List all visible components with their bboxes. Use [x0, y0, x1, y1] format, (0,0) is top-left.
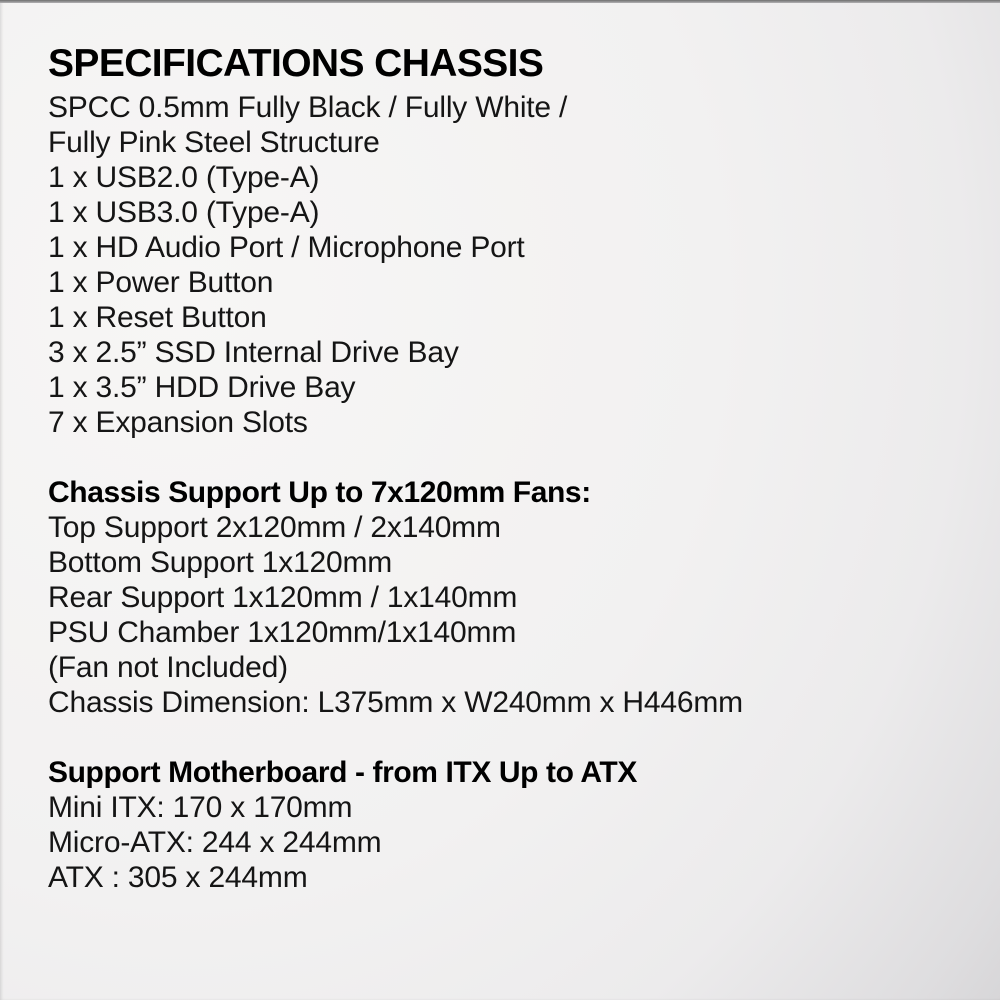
spec-line: SPCC 0.5mm Fully Black / Fully White / — [48, 91, 568, 124]
section-gap — [48, 720, 948, 755]
spec-line: Top Support 2x120mm / 2x140mm — [48, 511, 501, 544]
spec-line: Chassis Dimension: L375mm x W240mm x H44… — [48, 686, 743, 719]
spec-content: SPECIFICATIONS CHASSIS SPCC 0.5mm Fully … — [48, 44, 948, 895]
spec-line: Rear Support 1x120mm / 1x140mm — [48, 581, 518, 614]
fans-section: Chassis Support Up to 7x120mm Fans: Top … — [48, 475, 948, 720]
top-edge-line — [0, 0, 1000, 3]
spec-line: Bottom Support 1x120mm — [48, 546, 393, 579]
spec-line: 7 x Expansion Slots — [48, 406, 308, 439]
spec-line: 1 x 3.5” HDD Drive Bay — [48, 371, 356, 404]
spec-line: Mini ITX: 170 x 170mm — [48, 791, 353, 824]
spec-line: 3 x 2.5” SSD Internal Drive Bay — [48, 336, 459, 369]
spec-line: ATX : 305 x 244mm — [48, 861, 308, 894]
spec-line: 1 x USB3.0 (Type-A) — [48, 196, 320, 229]
spec-line: 1 x Power Button — [48, 266, 274, 299]
chassis-spec-list: SPCC 0.5mm Fully Black / Fully White / F… — [48, 90, 948, 440]
spec-line: 1 x USB2.0 (Type-A) — [48, 161, 320, 194]
motherboard-heading: Support Motherboard - from ITX Up to ATX — [48, 756, 637, 789]
motherboard-section: Support Motherboard - from ITX Up to ATX… — [48, 755, 948, 895]
spec-line: 1 x HD Audio Port / Microphone Port — [48, 231, 525, 264]
spec-line: Fully Pink Steel Structure — [48, 126, 380, 159]
fans-heading: Chassis Support Up to 7x120mm Fans: — [48, 476, 591, 509]
page-title: SPECIFICATIONS CHASSIS — [48, 42, 544, 85]
spec-line: PSU Chamber 1x120mm/1x140mm — [48, 616, 517, 649]
section-gap — [48, 440, 948, 475]
spec-line: 1 x Reset Button — [48, 301, 267, 334]
spec-line: (Fan not Included) — [48, 651, 288, 684]
spec-line: Micro-ATX: 244 x 244mm — [48, 826, 382, 859]
